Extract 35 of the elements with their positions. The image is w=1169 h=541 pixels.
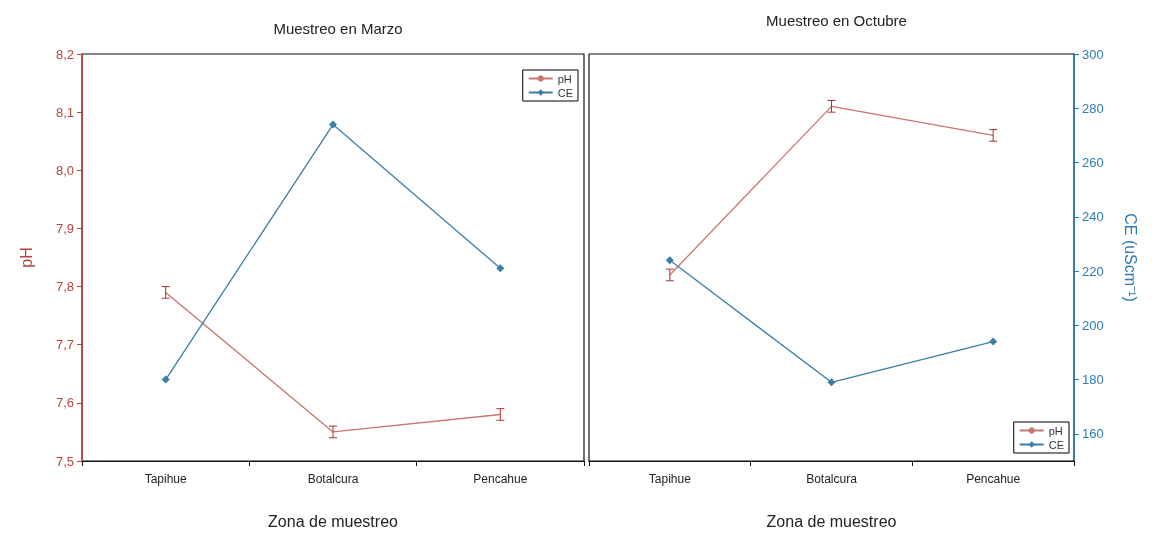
- legend-label: CE: [557, 86, 573, 99]
- y-tick-label: 8,0: [55, 162, 74, 178]
- y2-tick-label: 160: [1082, 426, 1104, 442]
- point: [827, 378, 836, 387]
- legend-label: pH: [1048, 424, 1063, 437]
- y2-tick-label: 220: [1082, 263, 1104, 279]
- x-axis-title: Zona de muestreo: [268, 512, 399, 530]
- y2-tick-label: 300: [1082, 46, 1104, 62]
- chart-title: Muestreo en Marzo: [273, 20, 403, 37]
- x-tick-label: Tapihue: [144, 472, 187, 486]
- y-tick-label: 7,9: [55, 220, 74, 236]
- legend-label: pH: [557, 72, 572, 85]
- y2-tick-label: 280: [1082, 100, 1104, 116]
- chart-title: Muestreo en Octubre: [766, 12, 907, 29]
- x-tick-label: Pencahue: [473, 472, 528, 486]
- y2-tick-label: 180: [1082, 372, 1104, 388]
- y2-tick-label: 260: [1082, 155, 1104, 171]
- y2-tick-label: 200: [1082, 317, 1104, 333]
- y2-axis-title: CE (uScm⁻¹): [1121, 213, 1139, 302]
- point: [665, 256, 674, 265]
- y-tick-label: 7,6: [55, 395, 74, 411]
- x-tick-label: Botalcura: [307, 472, 359, 486]
- x-tick-label: Botalcura: [806, 472, 858, 486]
- y-tick-label: 8,2: [55, 46, 74, 62]
- y-tick-label: 8,1: [55, 104, 74, 120]
- point: [989, 337, 998, 346]
- y-axis-title: pH: [17, 247, 35, 268]
- x-tick-label: Pencahue: [966, 472, 1021, 486]
- y-tick-label: 7,5: [55, 453, 74, 469]
- legend-label: CE: [1048, 438, 1064, 451]
- x-axis-title: Zona de muestreo: [766, 512, 897, 530]
- y2-tick-label: 240: [1082, 209, 1104, 225]
- x-tick-label: Tapihue: [648, 472, 692, 486]
- y-tick-label: 7,8: [55, 279, 74, 295]
- y-tick-label: 7,7: [55, 337, 74, 353]
